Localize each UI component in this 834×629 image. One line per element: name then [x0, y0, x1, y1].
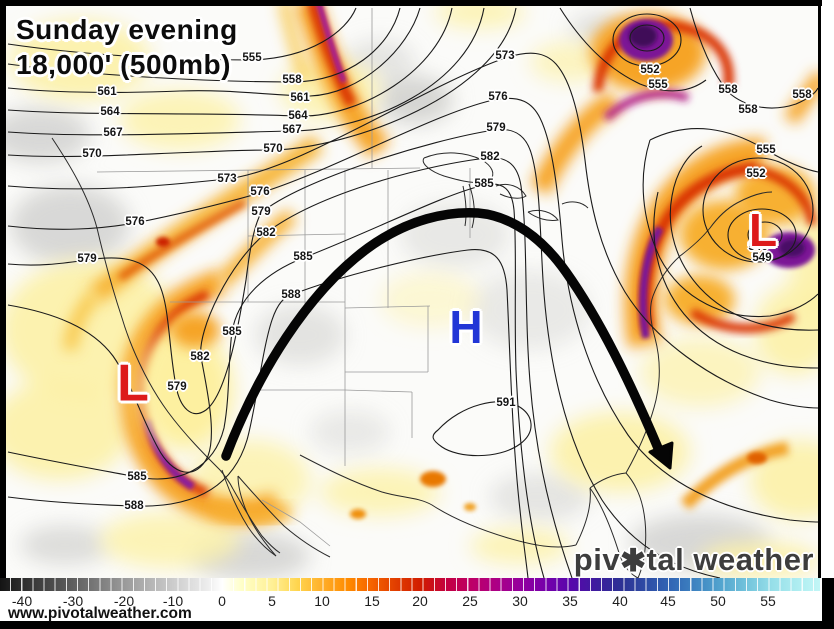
contour-label-579: 579 — [167, 381, 187, 393]
contour-label-591: 591 — [496, 397, 516, 409]
map-title-line1: Sunday evening — [16, 14, 238, 45]
logo-text-post: tal weather — [646, 542, 814, 577]
colorbar-tick--40: -40 — [11, 593, 33, 609]
map-title-line2: 18,000' (500mb) — [16, 49, 231, 80]
colorbar-tick-50: 50 — [710, 593, 726, 609]
map-panel: 561 564 567 570 573 576 579 555 558 561 564 567 570 5… — [0, 0, 834, 578]
contour-label-549: 549 — [752, 252, 772, 264]
contour-label-564: 564 — [288, 110, 308, 122]
contour-label-558: 558 — [718, 84, 738, 96]
contour-label-552: 552 — [640, 64, 660, 76]
contour-label-555: 555 — [648, 79, 668, 91]
map-frame — [0, 0, 822, 578]
right-margin — [821, 0, 834, 578]
contour-label-588: 588 — [124, 500, 144, 512]
contour-label-558: 558 — [282, 74, 302, 86]
map-canvas — [0, 0, 834, 578]
contour-label-570: 570 — [82, 148, 102, 160]
contour-label-576: 576 — [488, 91, 508, 103]
height-contours — [7, 7, 819, 578]
contour-label-582: 582 — [480, 151, 500, 163]
contour-label-585: 585 — [293, 251, 313, 263]
contour-label-579: 579 — [77, 253, 97, 265]
contour-label-585: 585 — [474, 178, 494, 190]
pressure-marker-h: H — [449, 300, 483, 353]
colorbar-tick--30: -30 — [62, 593, 84, 609]
pivotal-weather-logo: piv✱tal weather — [574, 542, 814, 578]
contour-label-558: 558 — [792, 89, 812, 101]
colorbar-tick-5: 5 — [268, 593, 276, 609]
colorbar-tick-35: 35 — [562, 593, 578, 609]
colorbar-tick-20: 20 — [412, 593, 428, 609]
contour-label-567: 567 — [103, 127, 123, 139]
logo-text-pre: piv — [573, 542, 621, 577]
contour-label-555: 555 — [756, 144, 776, 156]
vorticity-colorbar — [0, 578, 820, 591]
colorbar-tick-45: 45 — [660, 593, 676, 609]
contour-label-588: 588 — [281, 289, 301, 301]
contour-label-558: 558 — [738, 104, 758, 116]
colorbar-tick-15: 15 — [364, 593, 380, 609]
jet-flow-arrow — [221, 207, 674, 470]
colorbar-tick-55: 55 — [760, 593, 776, 609]
colorbar-tick--10: -10 — [162, 593, 184, 609]
contour-label-561: 561 — [97, 86, 117, 98]
colorbar-tick-30: 30 — [512, 593, 528, 609]
colorbar-tick-40: 40 — [612, 593, 628, 609]
contour-label-576: 576 — [250, 186, 270, 198]
contour-label-570: 570 — [263, 143, 283, 155]
pressure-marker-l: L — [117, 354, 149, 413]
colorbar-tick-25: 25 — [462, 593, 478, 609]
contour-label-582: 582 — [190, 351, 210, 363]
legend-panel: -40 -30 -20 -10 0 5 10 15 20 25 30 35 40 45 50 55 www.p… — [0, 578, 822, 622]
map-title: Sunday evening 18,000' (500mb) — [16, 12, 238, 82]
contour-label-552: 552 — [746, 168, 766, 180]
contour-label-579: 579 — [486, 122, 506, 134]
site-url: www.pivotalweather.com — [8, 605, 192, 622]
coastlines — [51, 137, 773, 578]
contour-label-564: 564 — [100, 106, 120, 118]
contour-label-585: 585 — [222, 326, 242, 338]
contour-label-567: 567 — [282, 124, 302, 136]
contour-label-573: 573 — [217, 173, 237, 185]
vorticity-field — [0, 0, 834, 578]
contour-label-573: 573 — [495, 50, 515, 62]
state-borders — [96, 8, 471, 547]
colorbar-tick-0: 0 — [218, 593, 226, 609]
geography — [51, 8, 773, 578]
contour-label-555: 555 — [242, 52, 262, 64]
contour-label-582: 582 — [256, 227, 276, 239]
contour-label-576: 576 — [125, 216, 145, 228]
contour-label-561: 561 — [290, 92, 310, 104]
pressure-marker-l: L — [748, 203, 778, 256]
gear-icon: ✱ — [620, 543, 647, 578]
colorbar-tick-10: 10 — [314, 593, 330, 609]
contour-label-579: 579 — [251, 206, 271, 218]
colorbar-tick--20: -20 — [113, 593, 135, 609]
contour-label-585: 585 — [127, 471, 147, 483]
contour-label-546: 546 — [748, 241, 768, 253]
